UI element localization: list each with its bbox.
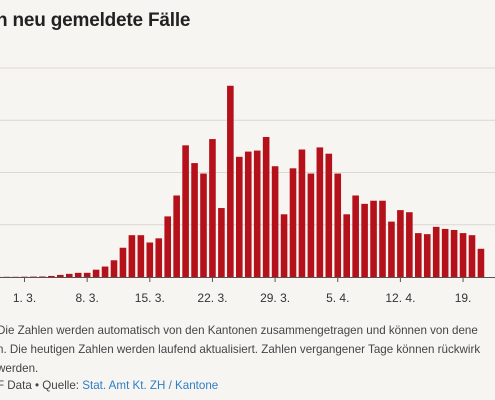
bar (146, 242, 154, 277)
x-tick-label: 29. 3. (260, 291, 290, 305)
bar (379, 200, 386, 277)
bar (370, 200, 377, 277)
note-line-1: Die Zahlen werden automatisch von den Ka… (0, 324, 478, 337)
bar (406, 212, 413, 277)
chart-title: n neu gemeldete Fälle (0, 10, 191, 31)
bar (352, 195, 359, 277)
bar (477, 248, 485, 277)
x-tick-label: 5. 4. (326, 291, 349, 305)
bar (280, 214, 288, 277)
bar (441, 228, 449, 277)
bar (343, 214, 350, 277)
bar (128, 235, 136, 277)
bar (39, 276, 46, 277)
x-tick-label: 1. 3. (13, 291, 36, 305)
bar (316, 147, 324, 277)
x-tick-label: 12. 4. (385, 291, 415, 305)
bar (307, 173, 315, 277)
bar (289, 168, 297, 277)
bar (450, 229, 458, 277)
bar (74, 272, 82, 277)
x-tick-label: 22. 3. (197, 291, 227, 305)
bar (236, 156, 243, 277)
bar (218, 208, 225, 277)
bar (361, 203, 368, 277)
bar (57, 274, 64, 277)
bar (92, 269, 100, 277)
bar (164, 216, 171, 277)
bar (298, 149, 306, 277)
note-line-3: werden. (0, 362, 39, 375)
footer-prefix: F Data • Quelle: (0, 379, 83, 392)
bar (397, 210, 404, 277)
bar (48, 275, 55, 277)
bar (227, 85, 234, 277)
bar (253, 150, 261, 277)
bar (209, 139, 216, 277)
bar (65, 273, 73, 277)
bar (110, 260, 118, 277)
bar (137, 235, 145, 277)
bar (182, 145, 189, 277)
bar (191, 163, 198, 277)
bar (388, 221, 395, 277)
note-line-2: n. Die heutigen Zahlen werden laufend ak… (0, 343, 481, 356)
source-link[interactable]: Stat. Amt Kt. ZH / Kantone (82, 379, 219, 392)
bar (244, 151, 252, 277)
x-tick-label: 19. (455, 291, 472, 305)
bar (459, 233, 467, 277)
bar (173, 195, 180, 277)
bar (83, 272, 91, 277)
bar (423, 234, 431, 277)
bar (271, 166, 279, 277)
bar (415, 233, 422, 277)
x-tick-label: 15. 3. (135, 291, 165, 305)
bar-chart: 1. 3. 8. 3. 15. 3. 22. 3. 29. 3. 5. 4. 12. 4. 1… (0, 67, 495, 305)
bar (262, 136, 270, 277)
bar (155, 238, 163, 277)
chart-note: Die Zahlen werden automatisch von den Ka… (0, 321, 495, 378)
bar (432, 226, 440, 277)
bar (468, 235, 476, 277)
bar (325, 153, 333, 277)
bar (200, 173, 207, 277)
bar (119, 247, 127, 277)
x-tick-label: 8. 3. (75, 291, 98, 305)
source-footer: F Data • Quelle: Stat. Amt Kt. ZH / Kant… (0, 379, 218, 392)
bar (101, 266, 109, 277)
bar (334, 173, 342, 277)
